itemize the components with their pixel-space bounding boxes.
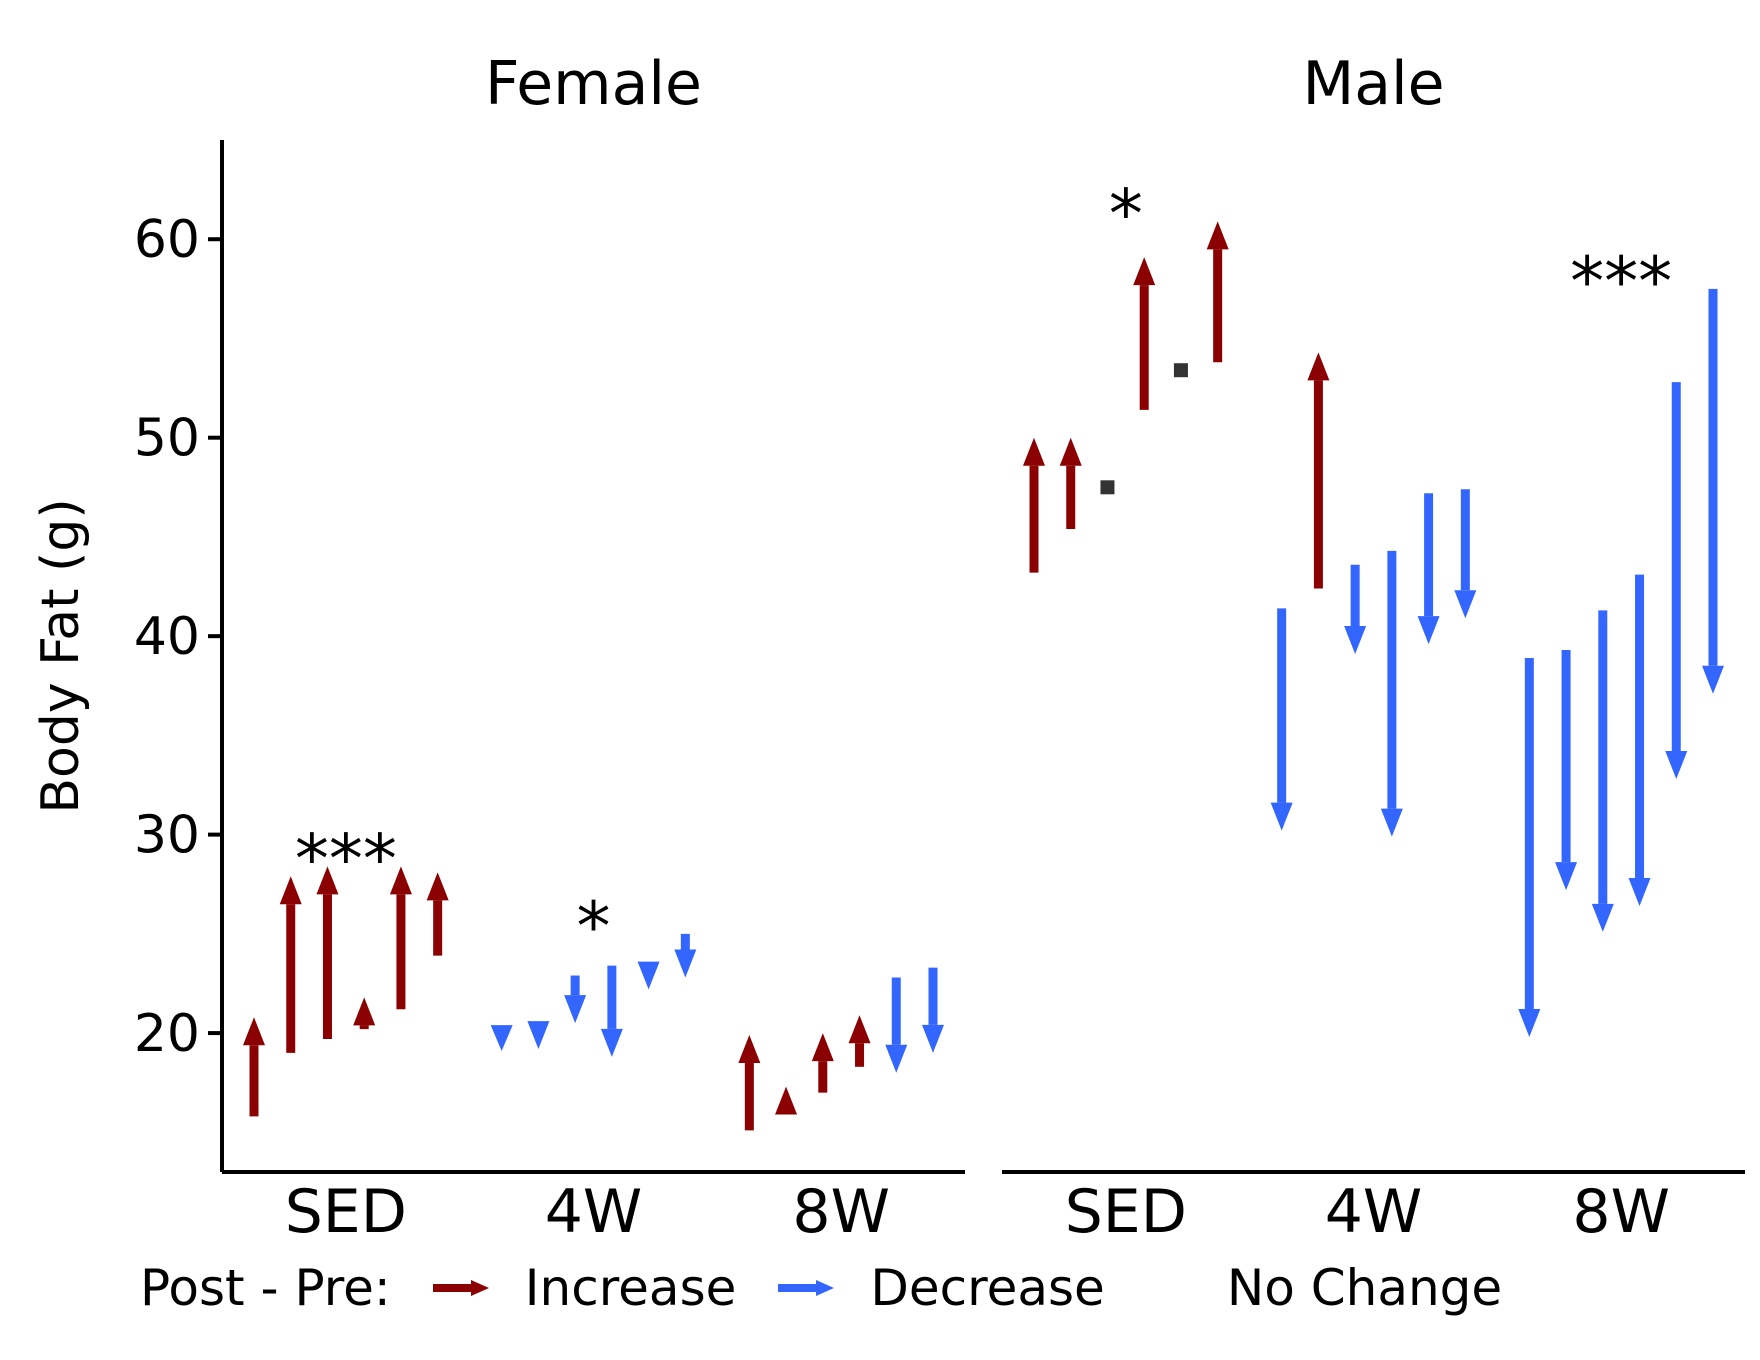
decrease-arrow-head bbox=[885, 1044, 908, 1073]
legend: Post - Pre: Increase Decrease No Change bbox=[140, 1258, 1502, 1318]
legend-label-no-change: No Change bbox=[1226, 1259, 1503, 1317]
legend-item-increase: Increase bbox=[431, 1259, 737, 1317]
increase-arrow-head bbox=[1133, 257, 1156, 286]
no-change-key-blank bbox=[1145, 1283, 1185, 1293]
decrease-arrow-head bbox=[527, 1021, 550, 1049]
decrease-arrow-head bbox=[1270, 802, 1293, 831]
decrease-arrow-head bbox=[637, 961, 660, 990]
panel-title: Male bbox=[1302, 49, 1444, 119]
x-tick-label: SED bbox=[1065, 1177, 1187, 1247]
legend-label-increase: Increase bbox=[524, 1259, 737, 1317]
x-tick-label: 4W bbox=[1325, 1177, 1423, 1247]
no-change-point bbox=[1100, 480, 1115, 495]
y-tick-label: 60 bbox=[134, 210, 200, 270]
decrease-arrow-head bbox=[1702, 665, 1724, 694]
plot-area: 20 30 40 50 60 Body Fat (g) Female SED *** 4W * 8W M… bbox=[31, 49, 1745, 1247]
legend-title: Post - Pre: bbox=[140, 1259, 391, 1317]
increase-arrow-icon bbox=[432, 1280, 489, 1296]
legend-item-no-change: No Change bbox=[1145, 1259, 1502, 1317]
increase-arrow-head bbox=[1059, 437, 1082, 466]
panel-title: Female bbox=[485, 49, 702, 119]
increase-arrow-head bbox=[1023, 437, 1045, 466]
increase-arrow-head bbox=[811, 1033, 834, 1062]
y-tick-label: 30 bbox=[134, 806, 200, 866]
decrease-arrow-head bbox=[1518, 1009, 1541, 1038]
significance-label: *** bbox=[295, 820, 397, 899]
decrease-arrow-head bbox=[490, 1025, 513, 1051]
decrease-arrow-head bbox=[1417, 616, 1440, 645]
increase-arrow-head bbox=[389, 866, 412, 895]
x-tick-label: 4W bbox=[545, 1177, 643, 1247]
decrease-arrow-head bbox=[674, 949, 697, 978]
increase-arrow-head bbox=[738, 1035, 761, 1064]
decrease-arrow-icon bbox=[778, 1280, 835, 1296]
increase-arrow-head bbox=[1307, 352, 1330, 381]
increase-arrow-head bbox=[353, 997, 376, 1026]
legend-label-decrease: Decrease bbox=[870, 1259, 1105, 1317]
legend-item-decrease: Decrease bbox=[776, 1259, 1105, 1317]
increase-arrow-head bbox=[775, 1086, 798, 1115]
decrease-arrow-head bbox=[1555, 862, 1578, 891]
x-tick-label: SED bbox=[285, 1177, 407, 1247]
decrease-arrow-head bbox=[1380, 808, 1403, 837]
increase-arrow-head bbox=[848, 1015, 871, 1044]
increase-arrow-head bbox=[426, 872, 449, 901]
significance-label: * bbox=[1109, 175, 1143, 254]
no-change-point bbox=[1173, 363, 1188, 378]
increase-arrow-head bbox=[316, 866, 339, 895]
decrease-arrow-head bbox=[600, 1028, 623, 1057]
decrease-arrow-head bbox=[1665, 751, 1688, 780]
decrease-arrow-head bbox=[1344, 626, 1367, 655]
y-tick-label: 50 bbox=[134, 409, 200, 469]
increase-arrow-head bbox=[1206, 221, 1229, 250]
significance-label: *** bbox=[1570, 243, 1672, 322]
significance-label: * bbox=[577, 888, 611, 967]
decrease-arrow-head bbox=[922, 1024, 944, 1053]
y-tick-label: 20 bbox=[134, 1004, 200, 1064]
decrease-arrow-head bbox=[564, 995, 587, 1024]
increase-arrow-head bbox=[243, 1017, 265, 1046]
x-tick-label: 8W bbox=[792, 1177, 890, 1247]
y-axis-title: Body Fat (g) bbox=[31, 498, 91, 813]
decrease-arrow-head bbox=[1591, 903, 1614, 932]
y-tick-label: 40 bbox=[134, 607, 200, 667]
decrease-arrow-head bbox=[1628, 878, 1651, 907]
decrease-arrow-head bbox=[1454, 590, 1477, 619]
increase-arrow-head bbox=[279, 876, 302, 905]
x-tick-label: 8W bbox=[1572, 1177, 1670, 1247]
